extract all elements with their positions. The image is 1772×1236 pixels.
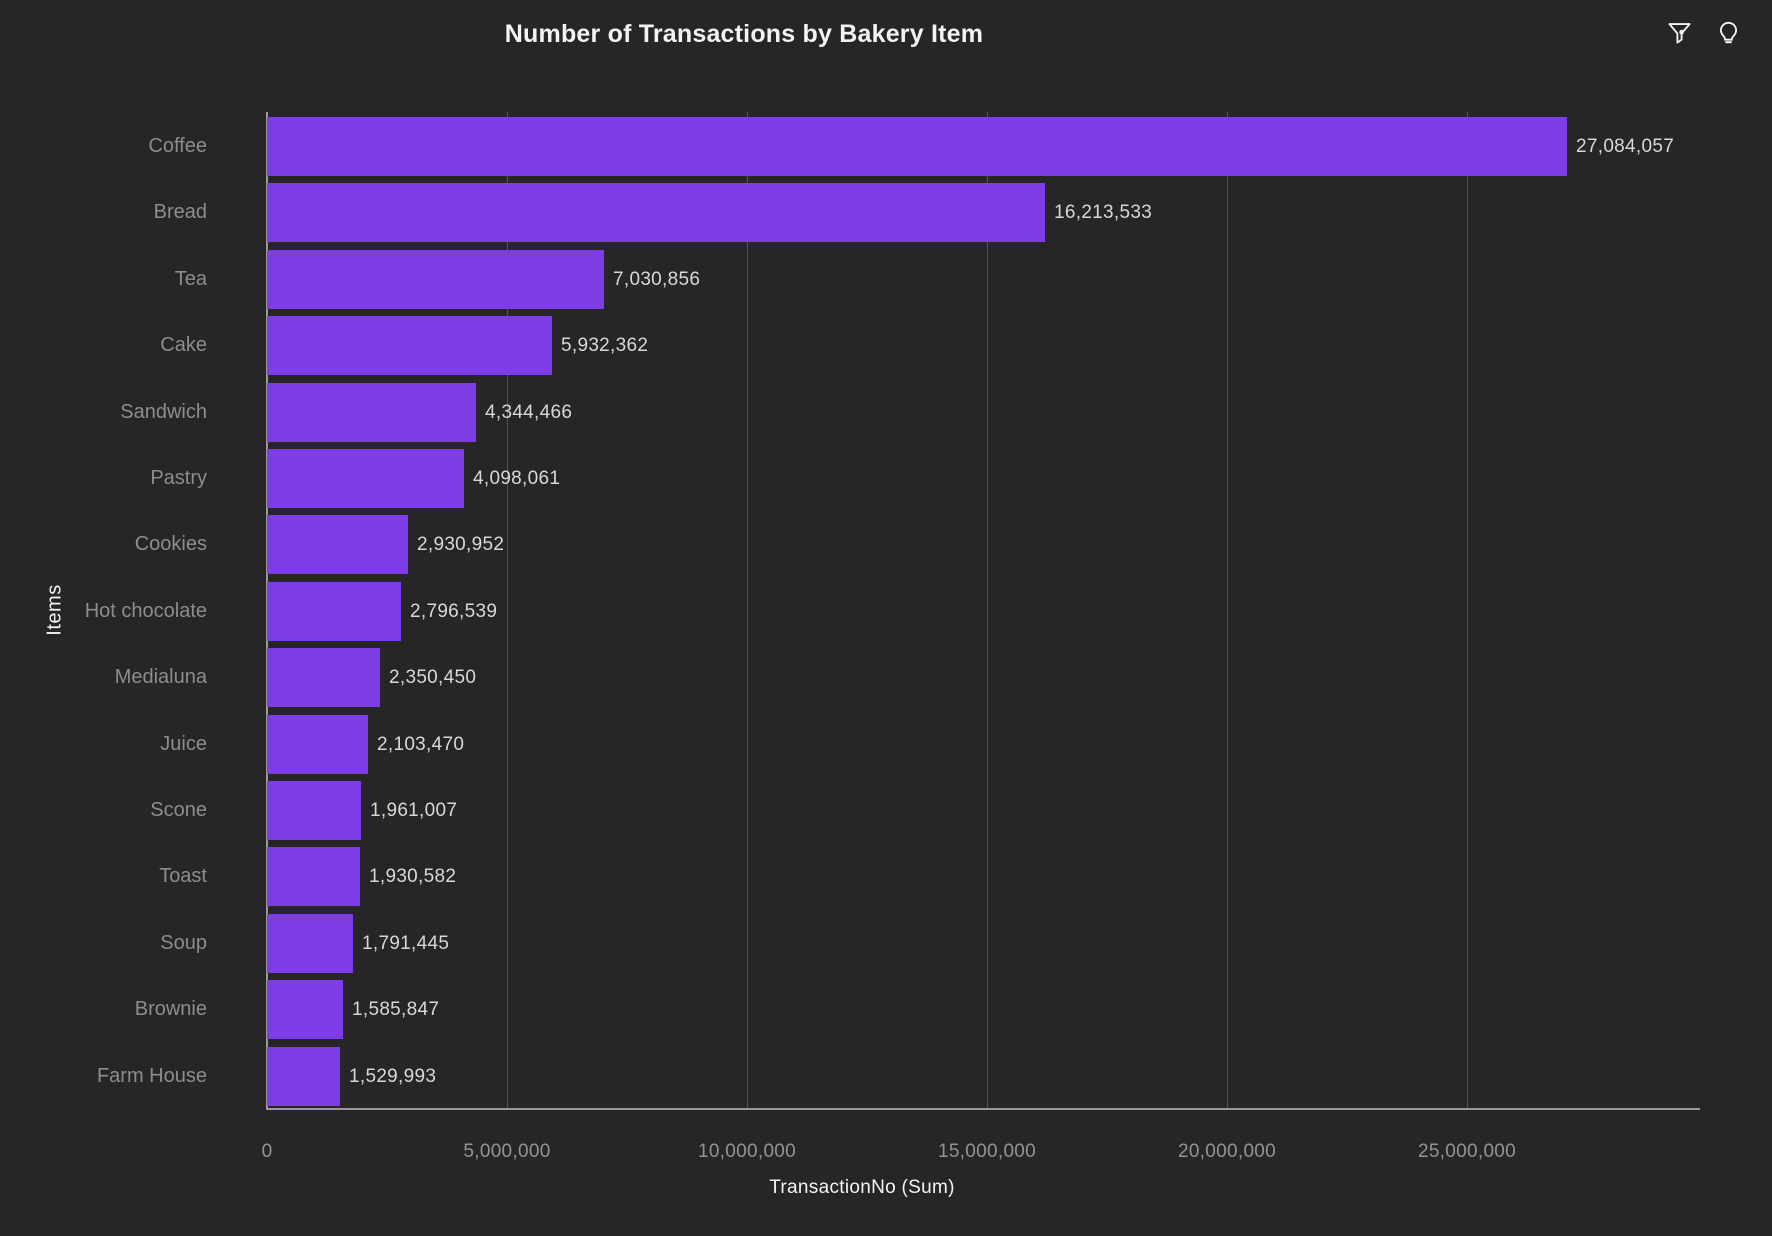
category-label: Brownie bbox=[134, 998, 207, 1020]
value-label: 2,930,952 bbox=[417, 534, 505, 555]
bar[interactable] bbox=[267, 847, 360, 906]
category-label: Juice bbox=[160, 733, 207, 755]
x-tick-label: 10,000,000 bbox=[697, 1141, 797, 1162]
value-label: 27,084,057 bbox=[1576, 136, 1675, 157]
value-label: 16,213,533 bbox=[1054, 202, 1153, 223]
x-axis-line bbox=[266, 1108, 1700, 1110]
category-label: Sandwich bbox=[120, 401, 207, 423]
bar[interactable] bbox=[267, 383, 476, 442]
category-label: Toast bbox=[159, 865, 207, 887]
bar[interactable] bbox=[267, 980, 343, 1039]
x-axis-title: TransactionNo (Sum) bbox=[769, 1177, 955, 1198]
bar[interactable] bbox=[267, 117, 1567, 176]
bar[interactable] bbox=[267, 582, 401, 641]
category-label: Coffee bbox=[148, 135, 207, 157]
bar[interactable] bbox=[267, 914, 353, 973]
bar[interactable] bbox=[267, 648, 380, 707]
value-label: 1,529,993 bbox=[349, 1066, 437, 1087]
insights-button[interactable] bbox=[1710, 16, 1746, 52]
category-label: Hot chocolate bbox=[84, 600, 207, 622]
category-label: Pastry bbox=[150, 467, 207, 489]
bar[interactable] bbox=[267, 781, 361, 840]
bar[interactable] bbox=[267, 1047, 340, 1106]
value-label: 1,961,007 bbox=[370, 800, 458, 821]
bar[interactable] bbox=[267, 515, 408, 574]
x-tick-label: 25,000,000 bbox=[1417, 1141, 1517, 1162]
value-label: 7,030,856 bbox=[613, 269, 701, 290]
filter-button[interactable] bbox=[1661, 16, 1697, 52]
category-label: Medialuna bbox=[114, 666, 207, 688]
page-title: Number of Transactions by Bakery Item bbox=[504, 20, 984, 48]
category-label: Cake bbox=[160, 334, 207, 356]
bar[interactable] bbox=[267, 449, 464, 508]
value-label: 1,585,847 bbox=[352, 999, 440, 1020]
value-label: 4,098,061 bbox=[473, 468, 561, 489]
gridline bbox=[507, 112, 508, 1109]
value-label: 2,796,539 bbox=[410, 601, 498, 622]
bar[interactable] bbox=[267, 183, 1045, 242]
x-tick-label: 0 bbox=[261, 1141, 273, 1162]
value-label: 5,932,362 bbox=[561, 335, 649, 356]
filter-icon bbox=[1666, 19, 1693, 49]
gridline bbox=[987, 112, 988, 1109]
value-label: 1,791,445 bbox=[362, 933, 450, 954]
x-tick-label: 5,000,000 bbox=[463, 1141, 551, 1162]
x-tick-label: 15,000,000 bbox=[937, 1141, 1037, 1162]
gridline bbox=[1227, 112, 1228, 1109]
x-tick-label: 20,000,000 bbox=[1177, 1141, 1277, 1162]
category-label: Bread bbox=[153, 201, 207, 223]
category-label: Cookies bbox=[134, 533, 207, 555]
category-label: Farm House bbox=[96, 1065, 207, 1087]
bar[interactable] bbox=[267, 715, 368, 774]
value-label: 1,930,582 bbox=[369, 866, 457, 887]
bar[interactable] bbox=[267, 316, 552, 375]
category-label: Soup bbox=[160, 932, 207, 954]
gridline bbox=[747, 112, 748, 1109]
category-label: Tea bbox=[174, 268, 207, 290]
lightbulb-icon bbox=[1715, 19, 1742, 49]
category-label: Scone bbox=[150, 799, 207, 821]
bar[interactable] bbox=[267, 250, 604, 309]
value-label: 2,350,450 bbox=[389, 667, 477, 688]
value-label: 4,344,466 bbox=[485, 402, 573, 423]
gridline bbox=[1467, 112, 1468, 1109]
value-label: 2,103,470 bbox=[377, 734, 465, 755]
